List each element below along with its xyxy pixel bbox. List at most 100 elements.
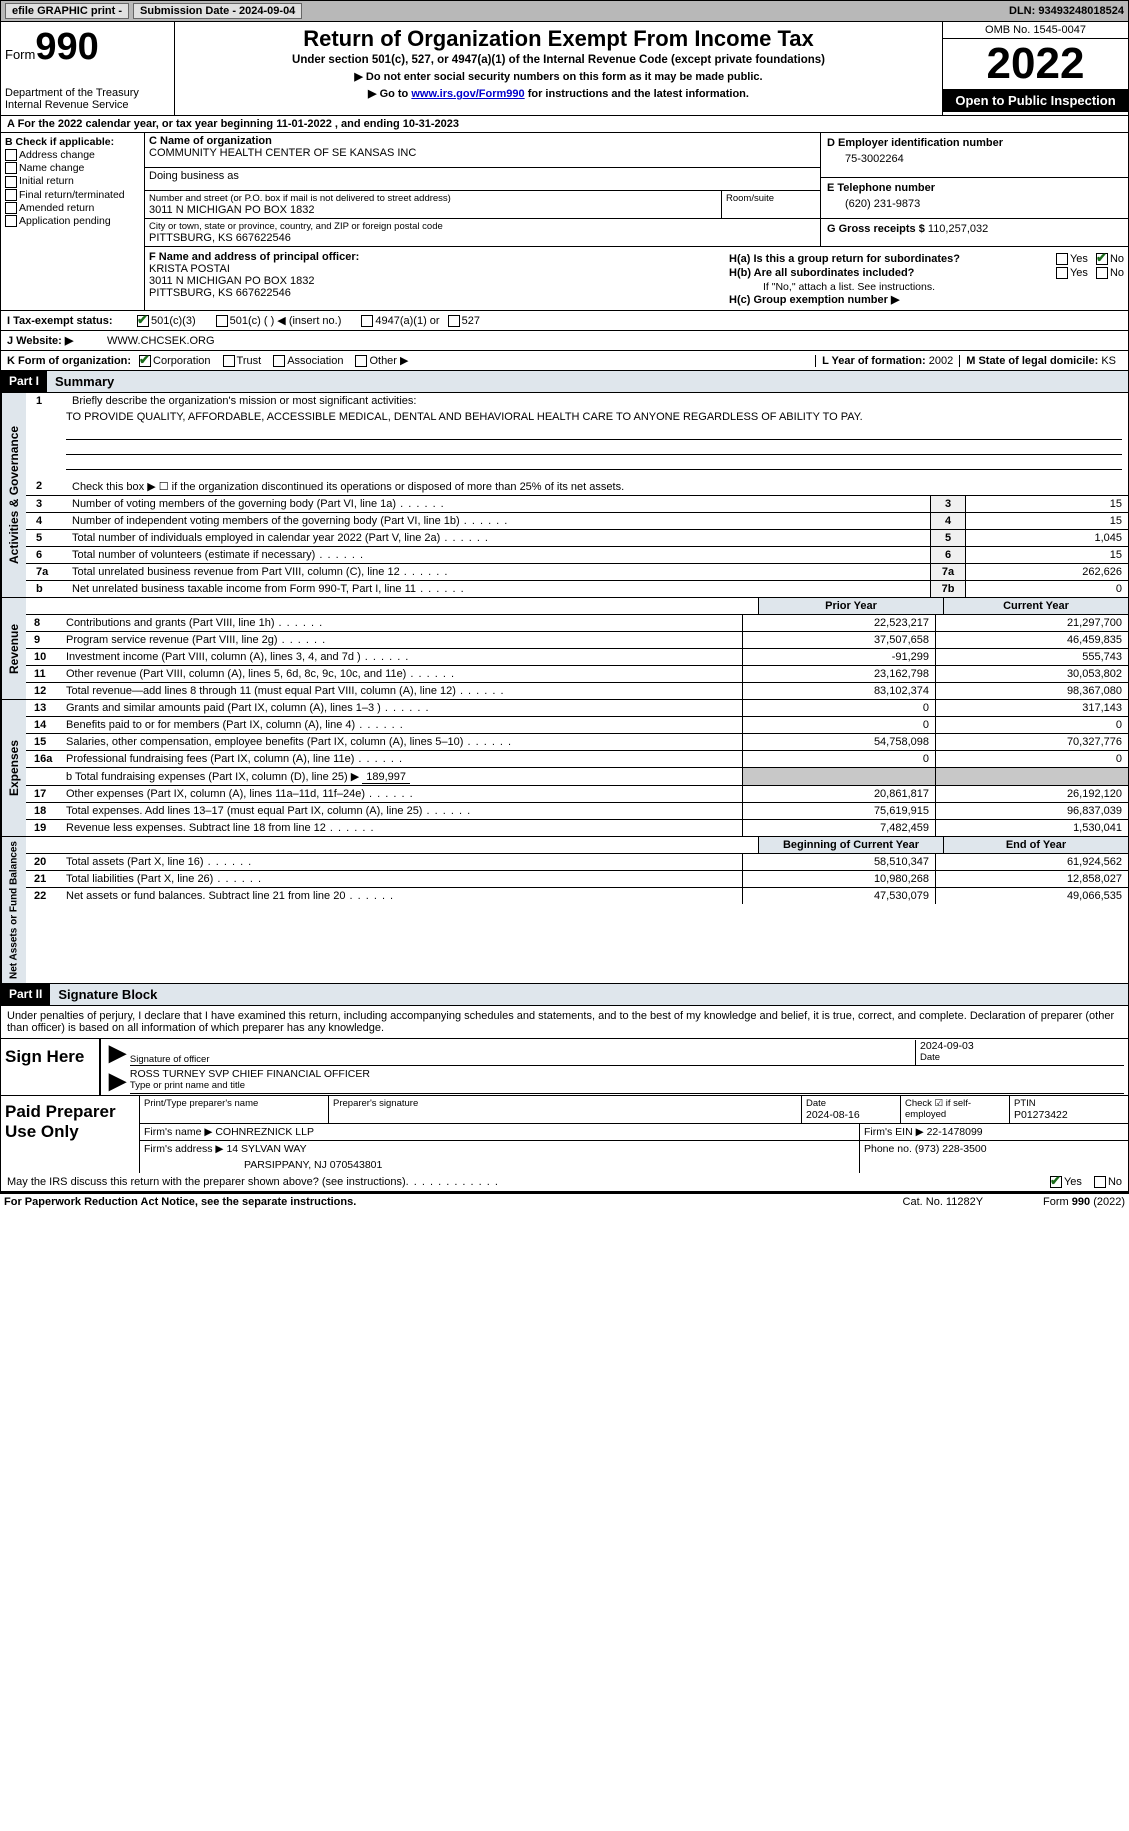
pra-notice: For Paperwork Reduction Act Notice, see … [4,1196,356,1208]
hdr-current: Current Year [943,598,1128,614]
officer-addr1: 3011 N MICHIGAN PO BOX 1832 [149,275,721,287]
addr-label: Number and street (or P.O. box if mail i… [149,193,717,204]
i-label: I Tax-exempt status: [7,315,137,327]
h-block: H(a) Is this a group return for subordin… [725,247,1128,310]
cat-no: Cat. No. 11282Y [903,1196,984,1208]
chk-initial[interactable] [5,176,17,188]
discuss-no[interactable] [1094,1176,1106,1188]
m-val: KS [1101,355,1116,367]
col-c-to-g: C Name of organization COMMUNITY HEALTH … [145,133,1128,310]
firm-name-label: Firm's name ▶ [144,1126,212,1138]
irs-line: Internal Revenue Service [5,99,170,111]
part2-num: Part II [1,984,50,1005]
paid-preparer-label: Paid Preparer Use Only [1,1096,139,1173]
dln-text: DLN: 93493248018524 [1009,5,1124,17]
chk-name[interactable] [5,162,17,174]
discuss-yes[interactable] [1050,1176,1062,1188]
header-left: Form990 Department of the Treasury Inter… [1,22,175,115]
b-title: B Check if applicable: [5,136,140,148]
form-number: 990 [35,26,98,68]
dept-treasury: Department of the Treasury [5,87,170,99]
lbl-corp: Corporation [153,355,210,367]
chk-501c[interactable] [216,315,228,327]
form-title: Return of Organization Exempt From Incom… [179,26,938,52]
row-k: K Form of organization: Corporation Trus… [0,351,1129,371]
ha-yes[interactable] [1056,253,1068,265]
fin-row: 9Program service revenue (Part VIII, lin… [26,631,1128,648]
hdr-begin: Beginning of Current Year [758,837,943,853]
c-label: C Name of organization [149,135,816,147]
lbl-no2: No [1110,267,1124,279]
vlabel-expenses: Expenses [1,700,26,836]
lbl-4947: 4947(a)(1) or [375,315,439,327]
p-sig-label: Preparer's signature [333,1098,797,1109]
chk-501c3[interactable] [137,315,149,327]
sig-date: 2024-09-03 [920,1040,1120,1052]
fin-row: 20Total assets (Part X, line 16)58,510,3… [26,853,1128,870]
fin-row: 13Grants and similar amounts paid (Part … [26,700,1128,716]
ptin: P01273422 [1014,1109,1124,1121]
chk-527[interactable] [448,315,460,327]
lbl-assoc: Association [287,355,343,367]
chk-app[interactable] [5,215,17,227]
part1-header: Part I Summary [0,371,1129,393]
part2-title: Signature Block [50,984,165,1005]
ptin-label: PTIN [1014,1098,1124,1109]
vlabel-revenue: Revenue [1,598,26,699]
m-label: M State of legal domicile: [966,355,1098,367]
subtitle-2: ▶ Do not enter social security numbers o… [179,70,938,83]
f-officer: F Name and address of principal officer:… [145,247,725,310]
firm-name: COHNREZNICK LLP [215,1126,314,1138]
row-j: J Website: ▶ WWW.CHCSEK.ORG [0,331,1129,351]
header-mid: Return of Organization Exempt From Incom… [175,22,942,115]
fin-row: 10Investment income (Part VIII, column (… [26,648,1128,665]
lbl-527: 527 [462,315,480,327]
org-city: PITTSBURG, KS 667622546 [149,232,816,244]
form-footer: Form 990 (2022) [1043,1196,1125,1208]
fin-row: 18Total expenses. Add lines 13–17 (must … [26,802,1128,819]
hb-no[interactable] [1096,267,1108,279]
line16b: b Total fundraising expenses (Part IX, c… [66,771,359,783]
sign-here-label: Sign Here [1,1039,101,1095]
chk-corp[interactable] [139,355,151,367]
fin-row: 17Other expenses (Part IX, column (A), l… [26,785,1128,802]
fin-row: 12Total revenue—add lines 8 through 11 (… [26,682,1128,699]
part1-expenses: Expenses 13Grants and similar amounts pa… [0,700,1129,837]
chk-final[interactable] [5,189,17,201]
chk-trust[interactable] [223,355,235,367]
lbl-amended: Amended return [19,202,94,214]
fin-row: 15Salaries, other compensation, employee… [26,733,1128,750]
chk-4947[interactable] [361,315,373,327]
subtitle-1: Under section 501(c), 527, or 4947(a)(1)… [179,54,938,66]
sig-officer-label: Signature of officer [130,1040,915,1065]
vlabel-activities: Activities & Governance [1,393,26,597]
part1-netassets: Net Assets or Fund Balances Beginning of… [0,837,1129,984]
hb-yes[interactable] [1056,267,1068,279]
efile-print-btn[interactable]: efile GRAPHIC print - [5,3,129,19]
chk-amended[interactable] [5,202,17,214]
hdr-prior: Prior Year [758,598,943,614]
sig-arrow-2: ▶ [105,1068,130,1094]
ag-row: 4Number of independent voting members of… [26,512,1128,529]
line2-text: Check this box ▶ ☐ if the organization d… [68,478,1128,495]
chk-other[interactable] [355,355,367,367]
submission-date-btn[interactable]: Submission Date - 2024-09-04 [133,3,302,19]
officer-name: KRISTA POSTAI [149,263,721,275]
gross-receipts: 110,257,032 [928,223,988,235]
hb-q: H(b) Are all subordinates included? [729,267,1056,279]
phone: (620) 231-9873 [845,198,1122,210]
hb-note: If "No," attach a list. See instructions… [763,281,1124,293]
sig-arrow-1: ▶ [105,1040,130,1066]
lbl-address: Address change [19,149,95,161]
irs-link[interactable]: www.irs.gov/Form990 [411,88,524,100]
lbl-yes: Yes [1070,253,1088,265]
fin-row: 16aProfessional fundraising fees (Part I… [26,750,1128,767]
omb-number: OMB No. 1545-0047 [943,22,1128,39]
fin-row: 22Net assets or fund balances. Subtract … [26,887,1128,904]
type-name-label: Type or print name and title [130,1080,1124,1091]
chk-assoc[interactable] [273,355,285,367]
ha-no[interactable] [1096,253,1108,265]
ag-row: 5Total number of individuals employed in… [26,529,1128,546]
chk-address[interactable] [5,149,17,161]
line16b-val: 189,997 [362,771,410,784]
